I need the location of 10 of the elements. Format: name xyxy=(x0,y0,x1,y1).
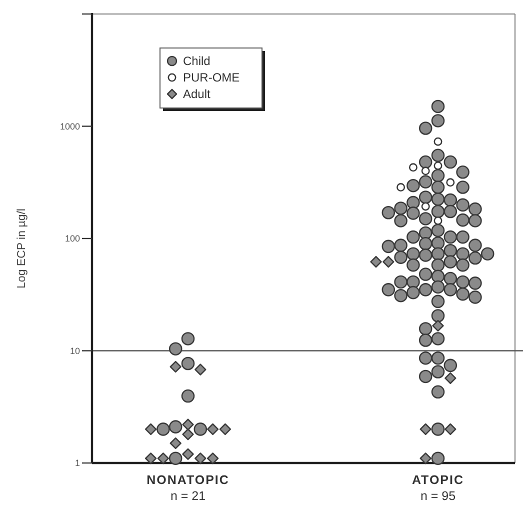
y-tick-label: 1 xyxy=(74,458,80,468)
legend-label: Adult xyxy=(183,87,212,102)
y-tick-label: 10 xyxy=(70,346,80,356)
x-tick-label: NONATOPIC n = 21 xyxy=(146,473,230,503)
x-tick-label: ATOPIC n = 95 xyxy=(412,473,464,503)
y-tick-label: 100 xyxy=(64,234,80,244)
legend-label: Child xyxy=(183,54,210,68)
y-axis-title: Log ECP in µg/l xyxy=(16,208,28,288)
y-tick-label: 1000 xyxy=(60,121,80,132)
legend-label: PUR-OME xyxy=(183,70,240,85)
